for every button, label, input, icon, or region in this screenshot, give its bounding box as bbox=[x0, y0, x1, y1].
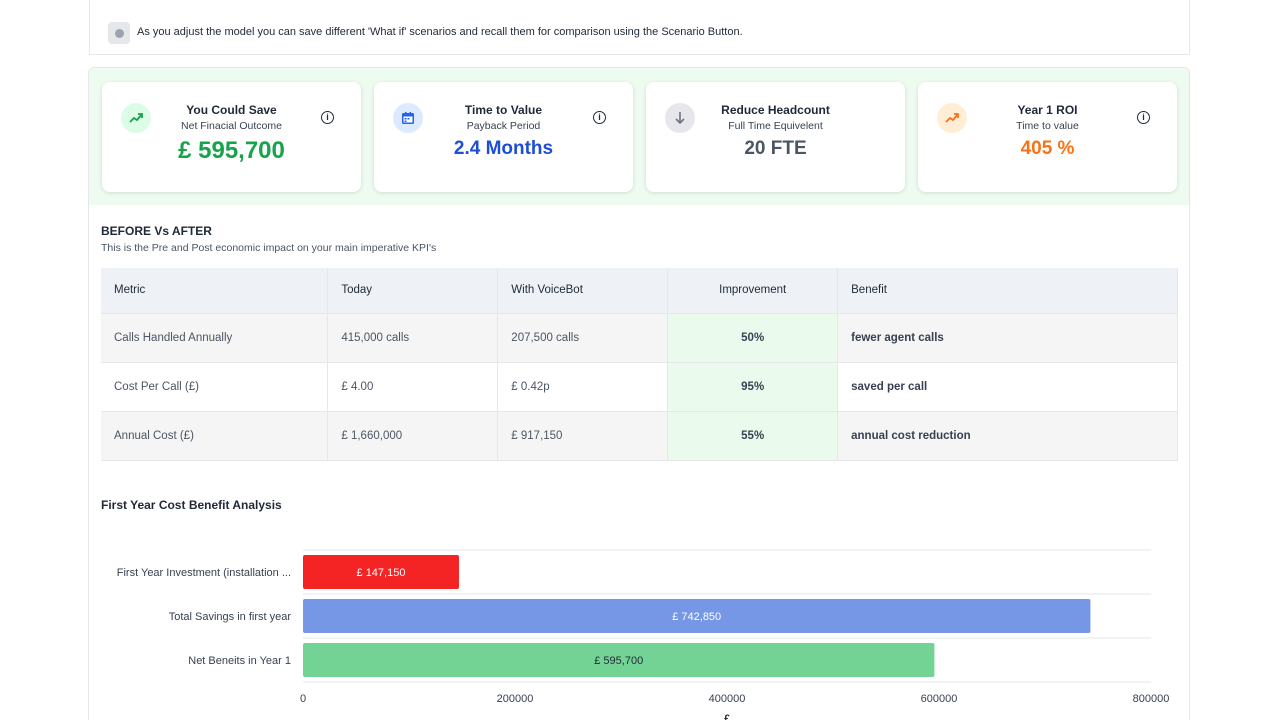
kpi-subtitle: Net Finacial Outcome bbox=[181, 120, 282, 132]
trending-up-icon bbox=[121, 103, 151, 133]
benefit-cell: saved per call bbox=[837, 361, 1178, 411]
kpi-value: £ 595,700 bbox=[178, 137, 285, 164]
kpi-title: Time to Value bbox=[464, 103, 543, 117]
voicebot-cell: 207,500 calls bbox=[497, 312, 669, 362]
kpi-subtitle: Full Time Equivelent bbox=[728, 120, 823, 132]
metric-cell: Calls Handled Annually bbox=[101, 312, 329, 362]
x-tick-label: 400000 bbox=[709, 693, 746, 705]
voicebot-cell: £ 0.42p bbox=[497, 361, 669, 411]
today-cell: £ 4.00 bbox=[327, 361, 499, 411]
kpi-title: Reduce Headcount bbox=[721, 103, 830, 117]
before-after-title: BEFORE Vs AFTER bbox=[101, 224, 212, 238]
kpi-band: You Could Save Net Finacial Outcome £ 59… bbox=[89, 68, 1189, 205]
info-circle-icon[interactable]: i bbox=[593, 111, 606, 124]
kpi-title: Year 1 ROI bbox=[1017, 103, 1078, 117]
x-tick-label: 800000 bbox=[1133, 693, 1170, 705]
before-after-subtitle: This is the Pre and Post economic impact… bbox=[101, 242, 437, 254]
metric-cell: Cost Per Call (£) bbox=[101, 361, 329, 411]
kpi-subtitle: Payback Period bbox=[466, 120, 541, 132]
before-after-table: Metric Today With VoiceBot Improvement B… bbox=[101, 268, 1178, 461]
column-header: Metric bbox=[101, 268, 329, 313]
scenario-info-text: As you adjust the model you can save dif… bbox=[137, 26, 743, 38]
calendar-icon bbox=[393, 103, 423, 133]
kpi-value: 2.4 Months bbox=[453, 138, 554, 159]
kpi-subtitle: Time to value bbox=[1016, 120, 1079, 132]
table-row: Annual Cost (£) £ 1,660,000 £ 917,150 55… bbox=[101, 410, 1178, 461]
info-circle-icon[interactable]: i bbox=[321, 111, 334, 124]
table-row: Cost Per Call (£) £ 4.00 £ 0.42p 95% sav… bbox=[101, 361, 1178, 411]
trending-up-icon bbox=[937, 103, 967, 133]
bar[interactable] bbox=[303, 555, 459, 589]
roi-summary-panel: You Could Save Net Finacial Outcome £ 59… bbox=[88, 67, 1190, 720]
kpi-card-time-to-value: Time to Value Payback Period 2.4 Months … bbox=[374, 82, 633, 192]
column-header: Improvement bbox=[667, 268, 839, 313]
today-cell: £ 1,660,000 bbox=[327, 410, 499, 461]
category-label: First Year Investment (installation ... bbox=[117, 567, 291, 579]
table-header-row: Metric Today With VoiceBot Improvement B… bbox=[101, 268, 1178, 313]
bar[interactable] bbox=[303, 599, 1091, 633]
bar-value-label: £ 742,850 bbox=[672, 611, 721, 623]
kpi-value: 405 % bbox=[1020, 138, 1075, 159]
bar[interactable] bbox=[303, 643, 935, 677]
improvement-cell: 55% bbox=[667, 410, 839, 461]
x-tick-label: 600000 bbox=[921, 693, 958, 705]
kpi-card-roi: Year 1 ROI Time to value 405 % i bbox=[918, 82, 1177, 192]
improvement-cell: 50% bbox=[667, 312, 839, 362]
column-header: Benefit bbox=[837, 268, 1178, 313]
info-circle-icon[interactable]: i bbox=[1137, 111, 1150, 124]
cost-benefit-bar-chart: First Year Investment (installation ... £… bbox=[117, 549, 1170, 720]
table-row: Calls Handled Annually 415,000 calls 207… bbox=[101, 312, 1178, 362]
metric-cell: Annual Cost (£) bbox=[101, 410, 329, 461]
kpi-value: 20 FTE bbox=[744, 138, 807, 159]
bar-value-label: £ 595,700 bbox=[594, 655, 643, 667]
column-header: Today bbox=[327, 268, 499, 313]
column-header: With VoiceBot bbox=[497, 268, 669, 313]
today-cell: 415,000 calls bbox=[327, 312, 499, 362]
bar-value-label: £ 147,150 bbox=[357, 567, 406, 579]
kpi-card-headcount: Reduce Headcount Full Time Equivelent 20… bbox=[646, 82, 905, 192]
kpi-title: You Could Save bbox=[186, 103, 277, 117]
voicebot-cell: £ 917,150 bbox=[497, 410, 669, 461]
category-label: Net Beneits in Year 1 bbox=[188, 655, 291, 667]
benefit-cell: fewer agent calls bbox=[837, 312, 1178, 362]
improvement-cell: 95% bbox=[667, 361, 839, 411]
info-icon bbox=[108, 22, 130, 44]
chart-title: First Year Cost Benefit Analysis bbox=[101, 498, 282, 512]
arrow-down-icon bbox=[665, 103, 695, 133]
kpi-card-savings: You Could Save Net Finacial Outcome £ 59… bbox=[102, 82, 361, 192]
x-axis-label: £ bbox=[724, 713, 730, 720]
x-tick-label: 0 bbox=[300, 693, 306, 705]
scenario-info-banner: As you adjust the model you can save dif… bbox=[89, 0, 1190, 55]
x-tick-label: 200000 bbox=[497, 693, 534, 705]
category-label: Total Savings in first year bbox=[169, 611, 292, 623]
benefit-cell: annual cost reduction bbox=[837, 410, 1178, 461]
